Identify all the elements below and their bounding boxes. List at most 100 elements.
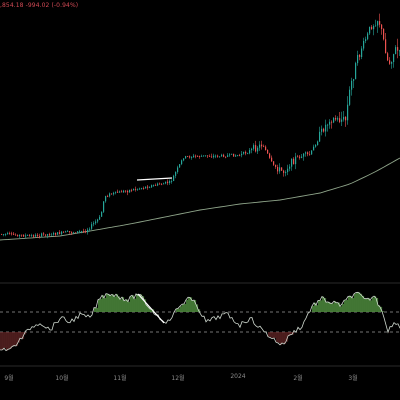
candle-body (231, 153, 233, 155)
rsi-oversold-fill (16, 332, 19, 346)
rsi-oversold-fill (14, 332, 17, 346)
rsi-overbought-fill (134, 298, 137, 312)
candle-body (101, 211, 103, 217)
moving-average-line (0, 157, 400, 241)
candle-body (295, 156, 297, 165)
rsi-overbought-fill (186, 299, 189, 312)
candle-body (217, 155, 219, 157)
rsi-overbought-fill (132, 295, 135, 312)
candle-body (87, 229, 89, 233)
candle-body (221, 154, 223, 157)
candle-body (175, 172, 177, 176)
rsi-overbought-fill (328, 301, 331, 312)
candle-body (133, 189, 135, 191)
candle-body (191, 157, 193, 158)
candle-body (123, 190, 125, 193)
candle-body (3, 234, 5, 235)
candle-body (389, 60, 391, 64)
candle-body (125, 190, 127, 192)
rsi-overbought-fill (116, 294, 119, 312)
rsi-overbought-fill (334, 301, 337, 312)
candle-body (397, 47, 399, 51)
rsi-overbought-fill (366, 298, 369, 312)
rsi-overbought-fill (124, 300, 127, 312)
rsi-oversold-fill (274, 332, 277, 339)
rsi-overbought-fill (194, 300, 197, 312)
rsi-overbought-fill (192, 300, 195, 312)
rsi-overbought-fill (180, 306, 183, 312)
rsi-overbought-fill (122, 297, 125, 312)
rsi-oversold-fill (20, 332, 23, 339)
price-header: ,854.18 -994.02 (-0.94%) (0, 2, 79, 9)
candle-body (105, 196, 107, 202)
rsi-oversold-fill (276, 332, 279, 343)
candle-body (143, 188, 145, 189)
rsi-overbought-fill (352, 297, 355, 312)
time-axis-label-2024: 2024 (230, 373, 246, 380)
rsi-overbought-fill (356, 292, 359, 312)
time-axis-label-sep: 9월 (4, 375, 14, 382)
time-axis-label-dec: 12월 (171, 375, 185, 382)
rsi-overbought-fill (196, 304, 199, 312)
candle-body (99, 216, 101, 220)
rsi-overbought-fill (94, 307, 97, 312)
candle-body (83, 231, 85, 232)
candle-body (9, 233, 11, 234)
candle-body (91, 224, 93, 229)
candle-body (77, 231, 79, 233)
candle-body (197, 156, 199, 157)
candle-body (75, 232, 77, 234)
candle-body (53, 233, 55, 235)
candle-body (275, 164, 277, 167)
candle-body (81, 231, 83, 232)
candle-body (161, 184, 163, 186)
candle-body (359, 55, 361, 57)
rsi-overbought-fill (322, 296, 325, 312)
candle-body (73, 232, 75, 234)
rsi-overbought-fill (120, 299, 123, 312)
candle-body (57, 232, 59, 235)
candle-body (55, 233, 57, 235)
rsi-overbought-fill (182, 304, 185, 312)
candle-body (307, 152, 309, 155)
candle-body (169, 181, 171, 183)
candle-body (263, 146, 265, 148)
candle-body (363, 41, 365, 49)
candle-body (93, 223, 95, 225)
candle-body (291, 158, 293, 167)
candle-body (269, 153, 271, 158)
candle-body (223, 154, 225, 157)
candle-body (15, 234, 17, 236)
time-axis-label-mar: 3월 (348, 375, 358, 382)
rsi-overbought-fill (178, 308, 181, 312)
rsi-line (0, 291, 400, 352)
rsi-overbought-fill (342, 303, 345, 312)
candle-body (339, 118, 341, 122)
candle-body (181, 160, 183, 165)
candle-body (355, 63, 357, 80)
candle-body (323, 128, 325, 132)
candle-body (257, 147, 259, 152)
time-axis-label-feb: 2월 (293, 375, 303, 382)
rsi-overbought-fill (140, 294, 143, 312)
rsi-overbought-fill (98, 299, 101, 312)
candle-body (111, 193, 113, 195)
candle-body (385, 39, 387, 54)
candle-body (119, 191, 121, 193)
candle-body (27, 235, 29, 236)
candle-body (183, 158, 185, 161)
rsi-overbought-fill (190, 297, 193, 312)
rsi-oversold-fill (288, 332, 291, 336)
rsi-overbought-fill (354, 293, 357, 312)
candle-body (107, 196, 109, 197)
rsi-oversold-fill (290, 332, 293, 335)
candle-body (233, 153, 235, 157)
candle-body (261, 144, 263, 147)
candle-body (145, 186, 147, 189)
candle-body (287, 168, 289, 172)
price-trendline[interactable] (136, 177, 173, 181)
candle-body (69, 231, 71, 232)
rsi-overbought-fill (316, 305, 319, 312)
rsi-trendline[interactable] (137, 293, 165, 324)
